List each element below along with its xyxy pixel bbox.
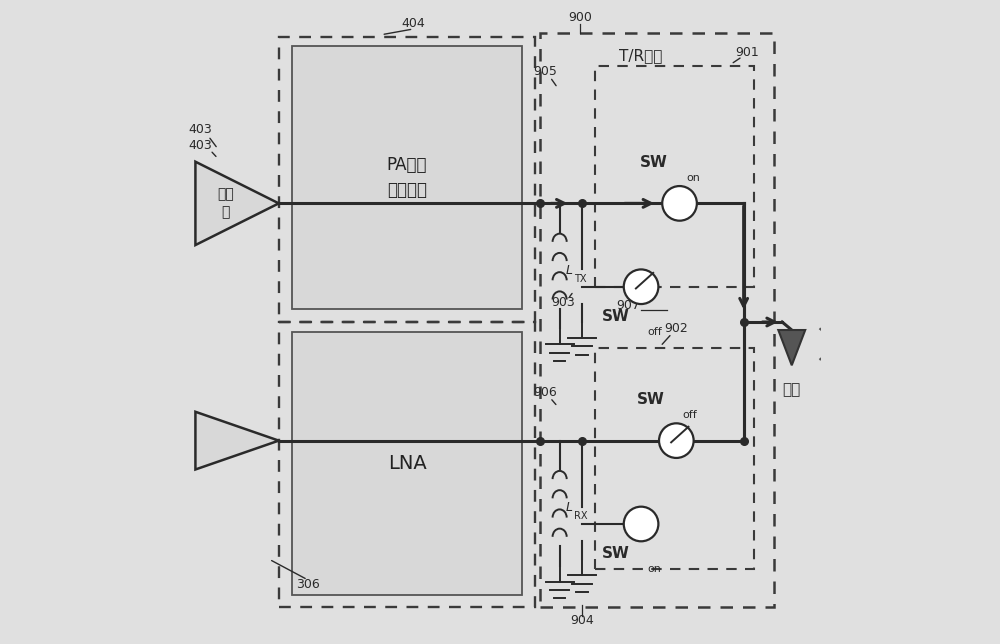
Bar	[595, 66, 754, 287]
Circle shape	[624, 507, 658, 542]
Text: 901: 901	[735, 46, 759, 59]
Text: 903: 903	[551, 296, 575, 309]
Bar	[279, 37, 535, 322]
Bar	[595, 348, 754, 569]
Text: 403: 403	[188, 123, 212, 136]
Text: $\mathit{L}$: $\mathit{L}$	[565, 264, 573, 277]
Text: PA输出
匹配网络: PA输出 匹配网络	[387, 156, 427, 199]
Bar	[540, 33, 774, 607]
Text: 904: 904	[570, 614, 594, 627]
Bar	[279, 322, 535, 607]
Text: LNA: LNA	[388, 453, 426, 473]
Text: RX: RX	[574, 511, 587, 521]
Text: $\mathbf{SW}$: $\mathbf{SW}$	[636, 391, 665, 407]
Bar	[292, 332, 522, 594]
Text: 907: 907	[616, 299, 640, 312]
Text: $\mathbf{SW}$: $\mathbf{SW}$	[601, 545, 630, 561]
Text: TX: TX	[574, 274, 586, 284]
Text: $\mathit{L}$: $\mathit{L}$	[565, 502, 573, 515]
Text: 306: 306	[296, 578, 320, 591]
Text: 输出
级: 输出 级	[217, 187, 234, 220]
Polygon shape	[195, 162, 279, 245]
Text: 403: 403	[188, 139, 212, 152]
Polygon shape	[195, 412, 279, 469]
Bar	[292, 46, 522, 309]
Text: $\mathbf{SW}$: $\mathbf{SW}$	[601, 308, 630, 323]
Text: T/R开关: T/R开关	[619, 48, 663, 63]
Circle shape	[659, 423, 694, 458]
Text: 902: 902	[664, 322, 688, 335]
Circle shape	[624, 269, 658, 304]
Text: on: on	[647, 564, 661, 574]
Text: on: on	[686, 173, 700, 183]
Text: 天线: 天线	[783, 382, 801, 397]
Text: off: off	[647, 327, 662, 337]
Text: 404: 404	[402, 17, 425, 30]
Text: 900: 900	[568, 11, 592, 24]
Text: $\mathbf{SW}$: $\mathbf{SW}$	[639, 154, 669, 170]
Polygon shape	[778, 330, 805, 365]
Text: 906: 906	[533, 386, 557, 399]
Text: 905: 905	[533, 66, 557, 79]
Text: off: off	[683, 410, 697, 420]
Circle shape	[662, 186, 697, 221]
